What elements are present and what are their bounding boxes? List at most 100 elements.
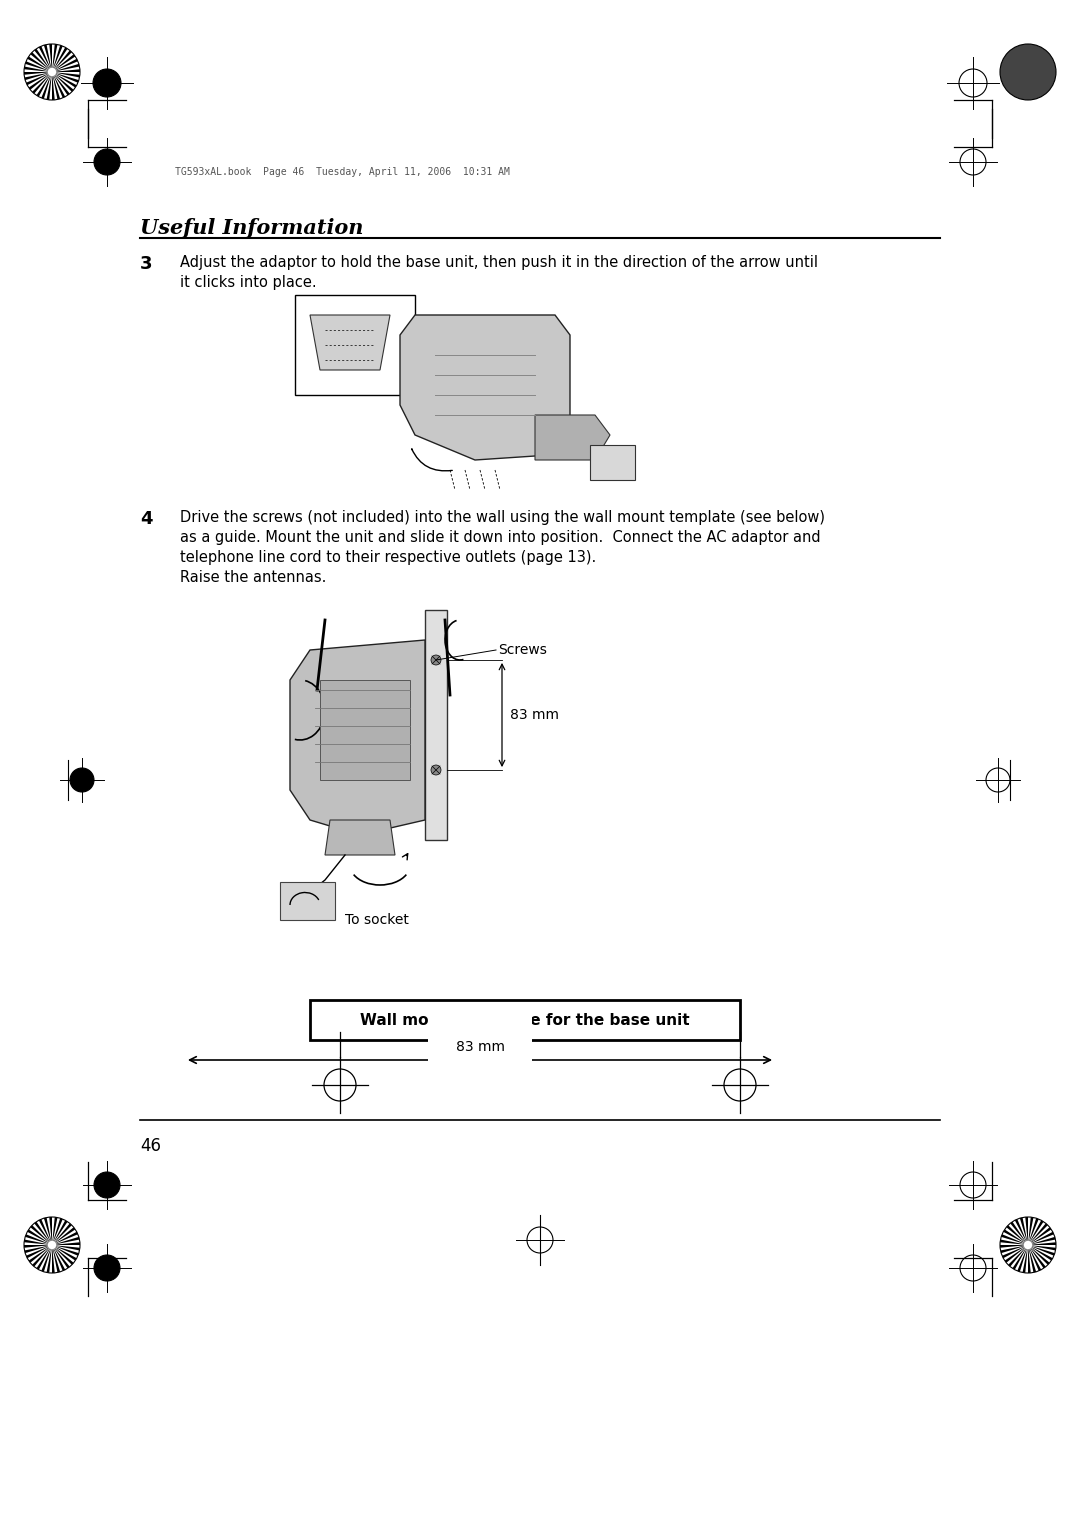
Wedge shape bbox=[1004, 1245, 1028, 1262]
Wedge shape bbox=[52, 1245, 80, 1250]
Wedge shape bbox=[52, 1218, 57, 1245]
Text: TG593xAL.book  Page 46  Tuesday, April 11, 2006  10:31 AM: TG593xAL.book Page 46 Tuesday, April 11,… bbox=[175, 167, 510, 177]
Wedge shape bbox=[52, 1245, 55, 1273]
Circle shape bbox=[48, 67, 56, 76]
Wedge shape bbox=[52, 1242, 80, 1245]
Wedge shape bbox=[1028, 1242, 1056, 1245]
Text: Useful Information: Useful Information bbox=[140, 219, 363, 238]
Wedge shape bbox=[52, 46, 63, 72]
Wedge shape bbox=[52, 1227, 76, 1245]
Wedge shape bbox=[1000, 1245, 1028, 1253]
Text: telephone line cord to their respective outlets (page 13).: telephone line cord to their respective … bbox=[180, 550, 596, 565]
Wedge shape bbox=[52, 72, 70, 95]
Wedge shape bbox=[1028, 1236, 1055, 1245]
Wedge shape bbox=[1028, 1245, 1045, 1268]
Polygon shape bbox=[291, 640, 426, 834]
Text: Screws: Screws bbox=[498, 643, 546, 657]
Wedge shape bbox=[52, 1245, 70, 1268]
Wedge shape bbox=[1023, 1245, 1028, 1273]
Wedge shape bbox=[1028, 1245, 1056, 1250]
Wedge shape bbox=[26, 1245, 52, 1258]
Wedge shape bbox=[24, 67, 52, 72]
Wedge shape bbox=[52, 1245, 65, 1271]
Wedge shape bbox=[1028, 1227, 1051, 1245]
Wedge shape bbox=[24, 1239, 52, 1245]
Wedge shape bbox=[52, 44, 57, 72]
Wedge shape bbox=[32, 72, 52, 93]
Wedge shape bbox=[1009, 1245, 1028, 1267]
Wedge shape bbox=[1001, 1235, 1028, 1245]
Wedge shape bbox=[44, 1218, 52, 1245]
Wedge shape bbox=[50, 44, 52, 72]
Wedge shape bbox=[50, 1216, 52, 1245]
Wedge shape bbox=[1003, 1230, 1028, 1245]
Wedge shape bbox=[29, 1245, 52, 1262]
Wedge shape bbox=[39, 46, 52, 72]
Wedge shape bbox=[24, 1245, 52, 1248]
Wedge shape bbox=[1010, 1222, 1028, 1245]
Wedge shape bbox=[52, 72, 79, 83]
Wedge shape bbox=[52, 1221, 68, 1245]
Wedge shape bbox=[37, 1245, 52, 1270]
Wedge shape bbox=[1028, 1218, 1039, 1245]
Circle shape bbox=[93, 69, 121, 96]
Wedge shape bbox=[30, 1225, 52, 1245]
Wedge shape bbox=[52, 1218, 63, 1245]
Bar bbox=[320, 680, 410, 779]
Wedge shape bbox=[52, 72, 77, 87]
Wedge shape bbox=[27, 1230, 52, 1245]
Wedge shape bbox=[52, 53, 76, 72]
Wedge shape bbox=[52, 50, 71, 72]
Wedge shape bbox=[1028, 1245, 1055, 1256]
Wedge shape bbox=[52, 1245, 79, 1256]
Wedge shape bbox=[1028, 1245, 1053, 1261]
Text: 46: 46 bbox=[140, 1137, 161, 1155]
Wedge shape bbox=[1028, 1224, 1048, 1245]
Polygon shape bbox=[325, 821, 395, 856]
Wedge shape bbox=[52, 1245, 73, 1265]
Text: 83 mm: 83 mm bbox=[456, 1041, 504, 1054]
Wedge shape bbox=[1025, 1216, 1028, 1245]
Circle shape bbox=[1000, 44, 1056, 99]
Wedge shape bbox=[52, 72, 73, 92]
Polygon shape bbox=[590, 445, 635, 480]
Wedge shape bbox=[52, 47, 68, 72]
Wedge shape bbox=[25, 72, 52, 79]
Text: as a guide. Mount the unit and slide it down into position.  Connect the AC adap: as a guide. Mount the unit and slide it … bbox=[180, 530, 821, 545]
Polygon shape bbox=[400, 315, 570, 460]
Wedge shape bbox=[1028, 1221, 1043, 1245]
Circle shape bbox=[94, 150, 120, 176]
Text: Raise the antennas.: Raise the antennas. bbox=[180, 570, 326, 585]
Bar bbox=[310, 999, 740, 1041]
Wedge shape bbox=[1028, 1245, 1050, 1265]
Wedge shape bbox=[1000, 1245, 1028, 1248]
Wedge shape bbox=[41, 72, 52, 99]
Wedge shape bbox=[24, 72, 52, 75]
Wedge shape bbox=[52, 72, 55, 99]
Text: Drive the screws (not included) into the wall using the wall mount template (see: Drive the screws (not included) into the… bbox=[180, 510, 825, 526]
Wedge shape bbox=[41, 1245, 52, 1271]
Wedge shape bbox=[35, 49, 52, 72]
Wedge shape bbox=[1028, 1218, 1034, 1245]
Wedge shape bbox=[25, 61, 52, 72]
Wedge shape bbox=[46, 72, 52, 99]
Wedge shape bbox=[1012, 1245, 1028, 1270]
Wedge shape bbox=[52, 1245, 60, 1273]
Text: To socket: To socket bbox=[345, 914, 409, 927]
Wedge shape bbox=[52, 72, 65, 98]
Circle shape bbox=[48, 1241, 56, 1250]
Polygon shape bbox=[535, 416, 610, 460]
Wedge shape bbox=[52, 72, 80, 78]
Wedge shape bbox=[29, 72, 52, 90]
Circle shape bbox=[431, 656, 441, 665]
Text: 83 mm: 83 mm bbox=[510, 707, 559, 723]
Circle shape bbox=[94, 1254, 120, 1280]
Polygon shape bbox=[310, 315, 390, 370]
Wedge shape bbox=[52, 1245, 77, 1261]
Wedge shape bbox=[52, 1232, 78, 1245]
Bar bbox=[280, 882, 335, 920]
Circle shape bbox=[1024, 1241, 1032, 1250]
Wedge shape bbox=[32, 1245, 52, 1267]
Circle shape bbox=[431, 766, 441, 775]
Text: 3: 3 bbox=[140, 255, 152, 274]
